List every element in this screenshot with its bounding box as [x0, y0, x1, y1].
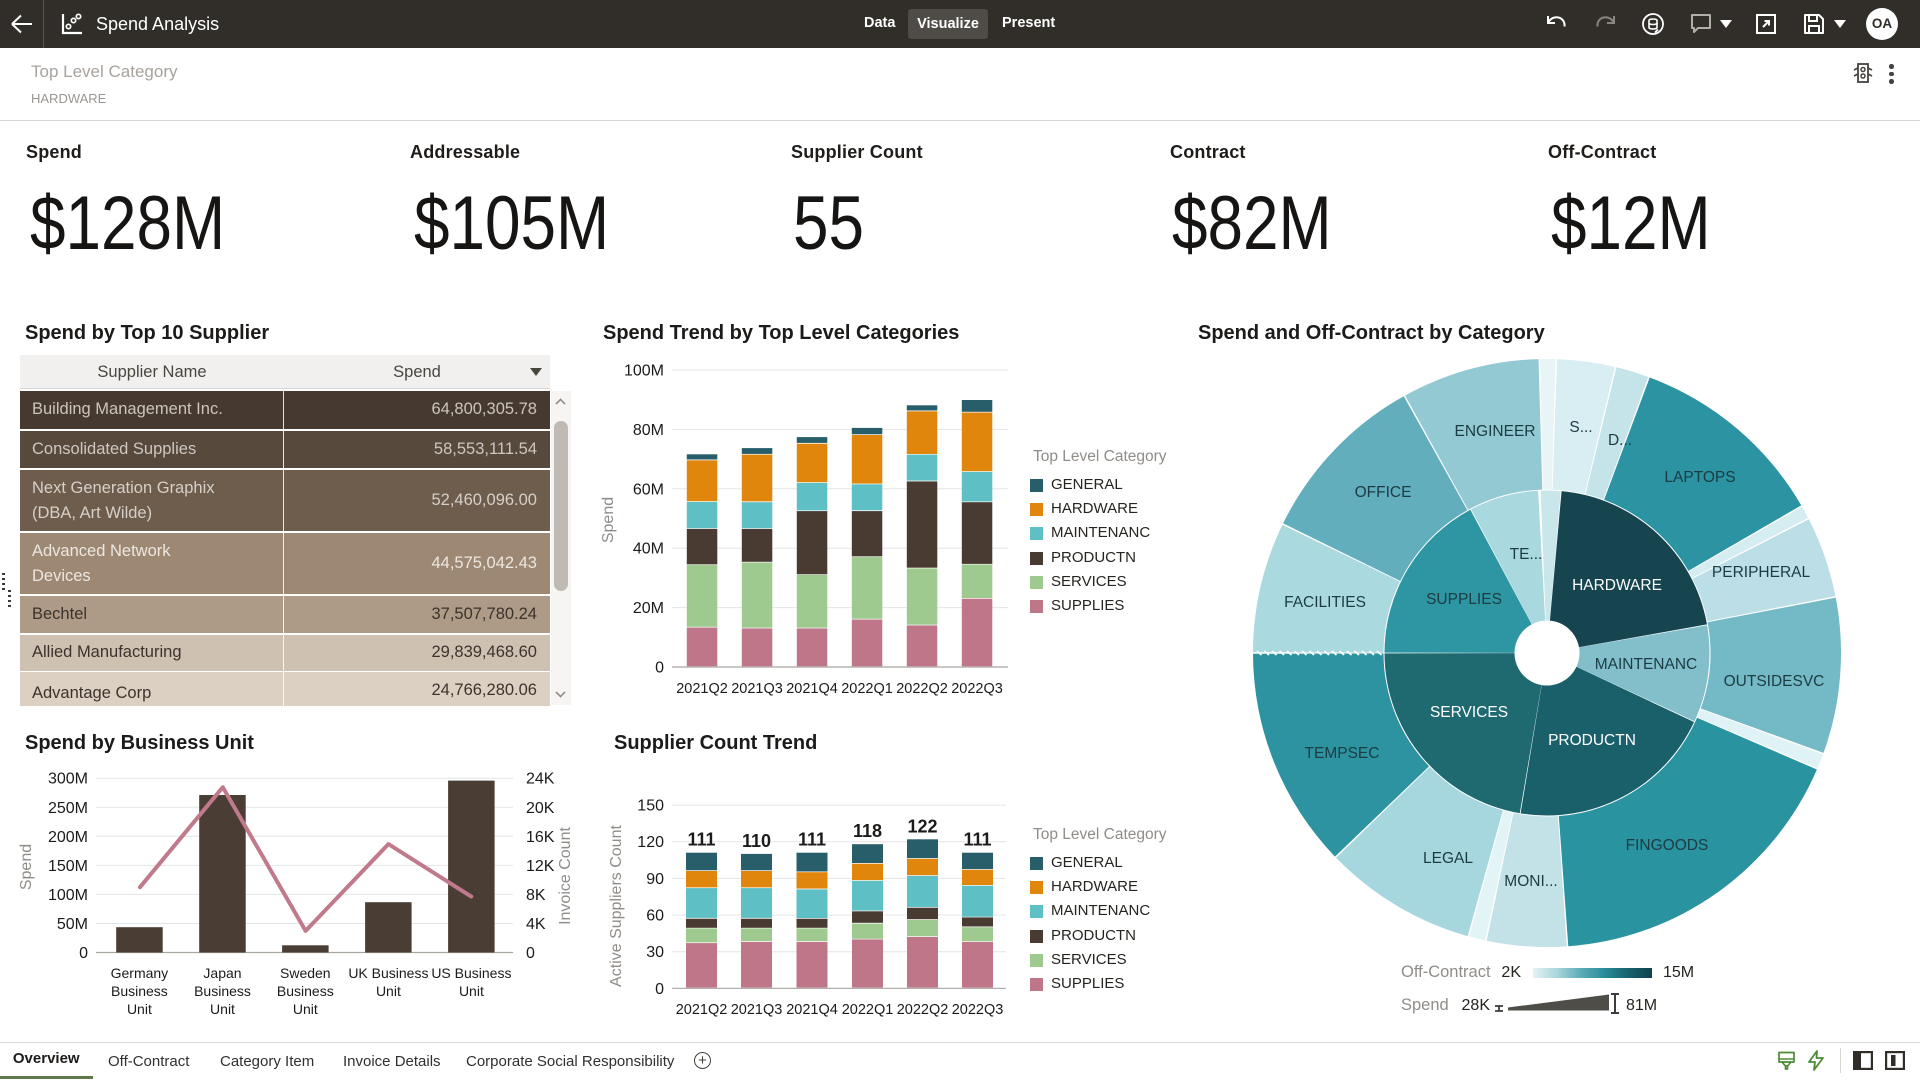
svg-text:2022Q3: 2022Q3	[951, 681, 1003, 697]
svg-text:FACILITIES: FACILITIES	[1284, 594, 1366, 611]
svg-text:Business: Business	[277, 983, 334, 999]
svg-text:2021Q3: 2021Q3	[731, 681, 783, 697]
svg-text:12K: 12K	[526, 858, 555, 875]
svg-text:D...: D...	[1608, 432, 1632, 449]
svg-text:150M: 150M	[48, 858, 88, 875]
svg-text:US Business: US Business	[431, 965, 511, 981]
svg-text:Business: Business	[194, 983, 251, 999]
svg-text:2021Q4: 2021Q4	[786, 681, 838, 697]
svg-text:0: 0	[526, 945, 535, 962]
svg-text:2022Q3: 2022Q3	[952, 1002, 1004, 1018]
svg-text:80M: 80M	[633, 422, 664, 439]
svg-text:MONI...: MONI...	[1504, 873, 1557, 890]
svg-text:TE...: TE...	[1510, 546, 1543, 563]
svg-text:Sweden: Sweden	[280, 965, 331, 981]
svg-text:24K: 24K	[526, 771, 555, 788]
svg-text:110: 110	[742, 831, 771, 851]
svg-text:30: 30	[646, 944, 664, 961]
svg-text:SERVICES: SERVICES	[1430, 704, 1508, 721]
svg-text:40M: 40M	[633, 541, 664, 558]
svg-text:LAPTOPS: LAPTOPS	[1664, 469, 1735, 486]
svg-text:ENGINEER: ENGINEER	[1455, 423, 1536, 440]
svg-text:PRODUCTN: PRODUCTN	[1548, 732, 1636, 749]
svg-text:100M: 100M	[624, 363, 664, 380]
svg-text:250M: 250M	[48, 800, 88, 817]
svg-text:Unit: Unit	[210, 1001, 235, 1017]
svg-text:Japan: Japan	[203, 965, 241, 981]
svg-text:200M: 200M	[48, 829, 88, 846]
svg-text:50M: 50M	[57, 916, 88, 933]
svg-text:122: 122	[907, 816, 937, 836]
svg-text:0: 0	[655, 660, 664, 677]
svg-text:120: 120	[637, 834, 664, 851]
svg-text:0: 0	[655, 981, 664, 998]
svg-text:16K: 16K	[526, 829, 555, 846]
svg-text:2022Q1: 2022Q1	[842, 1002, 894, 1018]
svg-text:100M: 100M	[48, 887, 88, 904]
svg-text:0: 0	[79, 945, 88, 962]
svg-text:2021Q3: 2021Q3	[731, 1002, 783, 1018]
svg-text:60: 60	[646, 908, 664, 925]
svg-text:2022Q1: 2022Q1	[841, 681, 893, 697]
svg-text:Business: Business	[111, 983, 168, 999]
svg-text:Unit: Unit	[459, 983, 484, 999]
svg-text:90: 90	[646, 871, 664, 888]
svg-text:300M: 300M	[48, 771, 88, 788]
svg-text:Unit: Unit	[293, 1001, 318, 1017]
svg-text:2021Q2: 2021Q2	[676, 681, 728, 697]
svg-text:2022Q2: 2022Q2	[897, 1002, 949, 1018]
svg-text:2021Q2: 2021Q2	[676, 1002, 728, 1018]
svg-text:4K: 4K	[526, 916, 546, 933]
svg-text:20M: 20M	[633, 600, 664, 617]
svg-text:60M: 60M	[633, 481, 664, 498]
svg-text:150: 150	[637, 798, 664, 815]
svg-text:Unit: Unit	[376, 983, 401, 999]
svg-text:118: 118	[853, 821, 882, 841]
svg-text:OUTSIDESVC: OUTSIDESVC	[1724, 673, 1825, 690]
svg-text:Spend: Spend	[600, 497, 617, 543]
svg-text:Germany: Germany	[111, 965, 169, 981]
svg-text:TEMPSEC: TEMPSEC	[1305, 745, 1380, 762]
svg-text:Unit: Unit	[127, 1001, 152, 1017]
svg-text:OFFICE: OFFICE	[1355, 484, 1412, 501]
svg-text:111: 111	[687, 830, 715, 850]
svg-text:2022Q2: 2022Q2	[896, 681, 948, 697]
svg-text:2021Q4: 2021Q4	[786, 1002, 838, 1018]
svg-text:HARDWARE: HARDWARE	[1572, 577, 1662, 594]
svg-text:FINGOODS: FINGOODS	[1626, 837, 1709, 854]
svg-text:SUPPLIES: SUPPLIES	[1426, 591, 1502, 608]
svg-text:111: 111	[963, 830, 991, 850]
svg-text:111: 111	[798, 830, 826, 850]
svg-text:Invoice Count: Invoice Count	[557, 827, 574, 925]
svg-text:PERIPHERAL: PERIPHERAL	[1712, 564, 1811, 581]
svg-text:LEGAL: LEGAL	[1423, 850, 1473, 867]
svg-text:20K: 20K	[526, 800, 555, 817]
svg-text:UK Business: UK Business	[348, 965, 428, 981]
svg-text:Spend: Spend	[18, 844, 35, 890]
svg-text:MAINTENANC: MAINTENANC	[1595, 656, 1697, 673]
svg-text:8K: 8K	[526, 887, 546, 904]
svg-text:Active Suppliers Count: Active Suppliers Count	[608, 825, 625, 987]
svg-text:S...: S...	[1569, 419, 1592, 436]
